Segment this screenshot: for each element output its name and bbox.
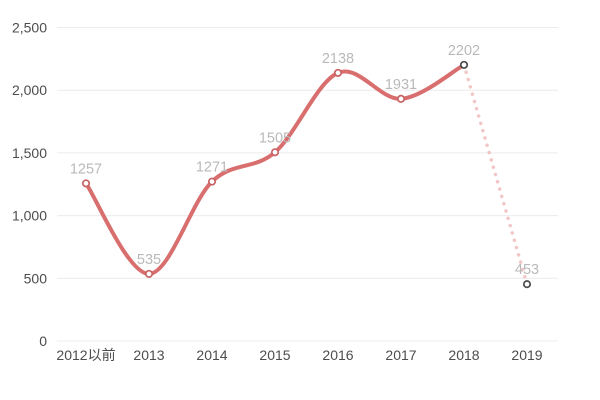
data-point-marker (396, 94, 406, 103)
data-point-marker (270, 148, 280, 157)
line-series-dotted-segment (462, 63, 529, 286)
line-series-solid-path (84, 62, 466, 276)
y-axis-tick-label: 2,500 (12, 20, 47, 36)
x-axis-category-label: 2014 (196, 347, 227, 363)
x-axis-category-label: 2012以前 (56, 347, 115, 363)
x-axis-category-label: 2019 (511, 347, 542, 363)
x-axis-category-label: 2018 (448, 347, 479, 363)
data-point-label: 2138 (322, 51, 354, 67)
y-axis-tick-label: 1,000 (12, 208, 47, 224)
data-point-marker (522, 280, 532, 289)
data-point-marker (81, 179, 91, 188)
y-axis-tick-label: 2,000 (12, 82, 47, 98)
data-point-label: 1931 (385, 77, 417, 93)
data-point-label: 1271 (196, 160, 228, 176)
x-axis-category-label: 2017 (385, 347, 416, 363)
x-axis-category-label: 2016 (322, 347, 353, 363)
data-point-label: 2202 (448, 43, 480, 59)
y-axis-tick-label: 500 (24, 270, 48, 286)
data-point-label: 1257 (70, 161, 102, 177)
data-point-marker (333, 68, 343, 77)
data-point-label: 1505 (259, 130, 291, 146)
y-axis-tick-label: 1,500 (12, 145, 47, 161)
data-point-marker (207, 177, 217, 186)
data-point-label: 535 (137, 252, 161, 268)
x-axis-category-label: 2015 (259, 347, 290, 363)
data-point-label: 453 (515, 262, 539, 278)
data-point-marker (144, 269, 154, 278)
y-axis-tick-label: 0 (39, 333, 47, 349)
data-point-marker (459, 60, 469, 69)
x-axis-category-label: 2013 (133, 347, 164, 363)
